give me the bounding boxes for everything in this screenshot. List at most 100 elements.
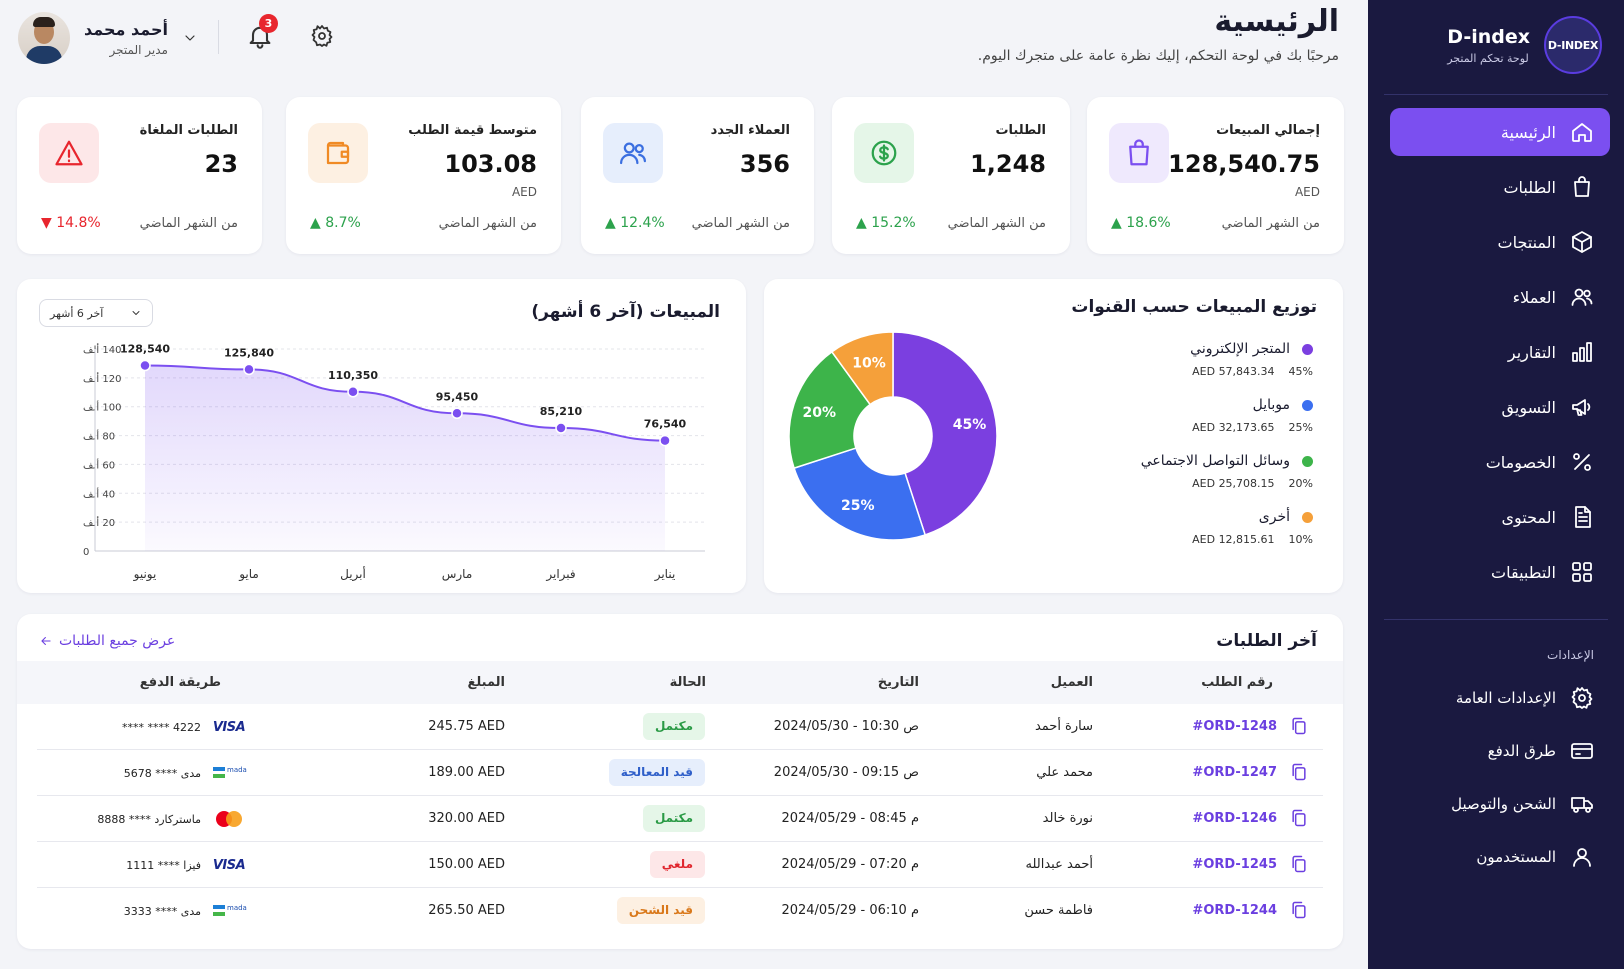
legend-percent: 45% bbox=[1288, 365, 1313, 378]
donut-slice[interactable] bbox=[788, 350, 872, 470]
table-row[interactable]: #ORD-1247 محمد علي 2024/05/30 - 09:15 ص قيد… bbox=[37, 750, 1323, 796]
stat-value: 103.08 bbox=[444, 150, 537, 178]
stat-card-new-customers[interactable]: العملاء الجدد 356 من الشهر الماضي ▲ 12.4… bbox=[581, 97, 814, 254]
data-point[interactable] bbox=[555, 422, 567, 434]
order-id[interactable]: #ORD-1244 bbox=[1192, 903, 1277, 918]
view-all-orders-link[interactable]: عرض جميع الطلبات bbox=[39, 633, 175, 649]
mada-logo: mada bbox=[211, 764, 247, 782]
order-customer: أحمد عبدالله bbox=[1025, 857, 1093, 872]
sidebar-item-general-settings[interactable]: الإعدادات العامة bbox=[1390, 674, 1610, 722]
visa-logo: VISA bbox=[212, 719, 246, 735]
sidebar-item-reports[interactable]: التقارير bbox=[1390, 328, 1610, 376]
donut-slice[interactable] bbox=[830, 331, 894, 406]
gear-icon[interactable] bbox=[310, 24, 334, 48]
x-tick-label: يناير bbox=[654, 567, 676, 582]
legend-percent: 10% bbox=[1288, 533, 1313, 546]
status-badge: قيد الشحن bbox=[616, 897, 705, 924]
stat-unit: AED bbox=[1294, 185, 1320, 199]
y-tick-label: 140 ألف bbox=[83, 343, 121, 356]
data-point[interactable] bbox=[243, 363, 255, 376]
legend-percent: 25% bbox=[1288, 421, 1313, 434]
chart-title: توزيع المبيعات حسب القنوات bbox=[1071, 297, 1317, 317]
mastercard-logo bbox=[211, 810, 247, 828]
sidebar-item-content[interactable]: المحتوى bbox=[1390, 493, 1610, 541]
chevron-down-icon[interactable] bbox=[182, 30, 198, 46]
stat-card-orders[interactable]: الطلبات 1,248 من الشهر الماضي ▲ 15.2% bbox=[832, 97, 1070, 254]
y-tick-label: 80 ألف bbox=[83, 430, 115, 443]
period-select[interactable]: آخر 6 أشهر bbox=[39, 299, 153, 327]
order-customer: نورة خالد bbox=[1042, 811, 1093, 826]
data-label: 110,350 bbox=[328, 369, 378, 382]
sidebar-item-apps[interactable]: التطبيقات bbox=[1390, 548, 1610, 596]
data-point[interactable] bbox=[139, 359, 151, 372]
payment-method: 4222 **** **** VISA bbox=[37, 716, 247, 738]
copy-icon[interactable] bbox=[1289, 716, 1309, 736]
sidebar-item-label: طرق الدفع bbox=[1487, 742, 1556, 760]
sidebar-item-label: الطلبات bbox=[1503, 177, 1556, 197]
data-point[interactable] bbox=[451, 407, 463, 420]
donut-slice[interactable] bbox=[892, 331, 998, 536]
payment-text: مدى **** 5678 bbox=[123, 766, 201, 780]
sidebar-item-customers[interactable]: العملاء bbox=[1390, 273, 1610, 321]
table-row[interactable]: #ORD-1248 سارة أحمد 2024/05/30 - 10:30 ص مك… bbox=[37, 704, 1323, 750]
sidebar-item-home[interactable]: الرئيسية bbox=[1390, 108, 1610, 156]
copy-icon[interactable] bbox=[1289, 854, 1309, 874]
brand[interactable]: D-INDEX D-index لوحة تحكم المتجر bbox=[1447, 16, 1602, 74]
data-point[interactable] bbox=[347, 386, 359, 398]
x-tick-label: مايو bbox=[238, 567, 259, 582]
legend-dot bbox=[1302, 399, 1313, 411]
x-tick-label: مارس bbox=[442, 567, 473, 582]
sidebar-item-marketing[interactable]: التسويق bbox=[1390, 383, 1610, 431]
legend-amount: 57,843.34 AED bbox=[1192, 365, 1275, 378]
order-id[interactable]: #ORD-1247 bbox=[1192, 765, 1277, 780]
copy-icon[interactable] bbox=[1289, 762, 1309, 782]
table-row[interactable]: #ORD-1244 فاطمة حسن 2024/05/29 - 06:10 م قي… bbox=[37, 888, 1323, 934]
table-row[interactable]: #ORD-1245 أحمد عبدالله 2024/05/29 - 07:20 … bbox=[37, 842, 1323, 888]
sidebar-item-label: الإعدادات العامة bbox=[1455, 689, 1556, 707]
dollar-circle-icon bbox=[871, 140, 897, 166]
section-title: آخر الطلبات bbox=[1216, 631, 1317, 651]
payment-text: ماستركارد **** 8888 bbox=[97, 812, 201, 826]
main-nav: الرئيسية الطلبات المنتجات العملاء التقار… bbox=[1390, 108, 1610, 603]
stat-footnote: من الشهر الماضي bbox=[139, 216, 238, 231]
copy-icon[interactable] bbox=[1289, 900, 1309, 920]
sidebar-item-discounts[interactable]: الخصومات bbox=[1390, 438, 1610, 486]
payment-method: مدى **** 5678 mada bbox=[37, 762, 247, 784]
order-amount: 265.50 AED bbox=[428, 903, 505, 918]
sidebar-item-label: التسويق bbox=[1501, 397, 1556, 417]
shopping-bag-icon bbox=[1574, 176, 1590, 197]
stat-card-cancelled-orders[interactable]: الطلبات الملغاة 23 من الشهر الماضي ▼ 14.… bbox=[17, 97, 262, 254]
sidebar-item-shipping[interactable]: الشحن والتوصيل bbox=[1390, 780, 1610, 828]
order-id[interactable]: #ORD-1245 bbox=[1192, 857, 1277, 872]
channels-donut-chart: 45% 25% 20% 10% bbox=[788, 331, 998, 541]
data-point[interactable] bbox=[659, 434, 671, 447]
order-id[interactable]: #ORD-1246 bbox=[1192, 811, 1277, 826]
order-amount: 245.75 AED bbox=[428, 719, 505, 734]
status-badge: قيد المعالجة bbox=[608, 759, 705, 786]
order-date: 2024/05/30 - 10:30 ص bbox=[773, 719, 919, 734]
period-select-value: آخر 6 أشهر bbox=[50, 306, 104, 320]
sidebar-item-products[interactable]: المنتجات bbox=[1390, 218, 1610, 266]
copy-icon[interactable] bbox=[1289, 808, 1309, 828]
sidebar-item-payment-methods[interactable]: طرق الدفع bbox=[1390, 727, 1610, 775]
sidebar-item-orders[interactable]: الطلبات bbox=[1390, 163, 1610, 211]
order-date: 2024/05/29 - 07:20 م bbox=[781, 857, 919, 872]
stat-card-avg-order-value[interactable]: متوسط قيمة الطلب 103.08 AED من الشهر الم… bbox=[286, 97, 561, 254]
donut-slice[interactable] bbox=[793, 447, 927, 541]
mada-logo: mada bbox=[211, 902, 247, 920]
stat-card-total-sales[interactable]: إجمالي المبيعات 128,540.75 AED من الشهر … bbox=[1087, 97, 1344, 254]
user-menu[interactable]: أحمد محمد مدير المتجر bbox=[18, 12, 198, 64]
order-date: 2024/05/30 - 09:15 ص bbox=[773, 765, 919, 780]
table-row[interactable]: #ORD-1246 نورة خالد 2024/05/29 - 08:45 م مك… bbox=[37, 796, 1323, 842]
x-tick-label: فبراير bbox=[545, 567, 575, 582]
order-date: 2024/05/29 - 08:45 م bbox=[781, 811, 919, 826]
column-header: رقم الطلب bbox=[1201, 675, 1273, 690]
legend-amount: 32,173.65 AED bbox=[1192, 421, 1275, 434]
status-badge: ملغي bbox=[649, 851, 705, 878]
order-id[interactable]: #ORD-1248 bbox=[1192, 719, 1277, 734]
legend-amount: 12,815.61 AED bbox=[1192, 533, 1275, 546]
order-amount: 150.00 AED bbox=[428, 857, 505, 872]
stat-value: 356 bbox=[739, 150, 790, 178]
sidebar-item-users[interactable]: المستخدمون bbox=[1390, 833, 1610, 881]
y-tick-label: 60 ألف bbox=[83, 458, 115, 471]
